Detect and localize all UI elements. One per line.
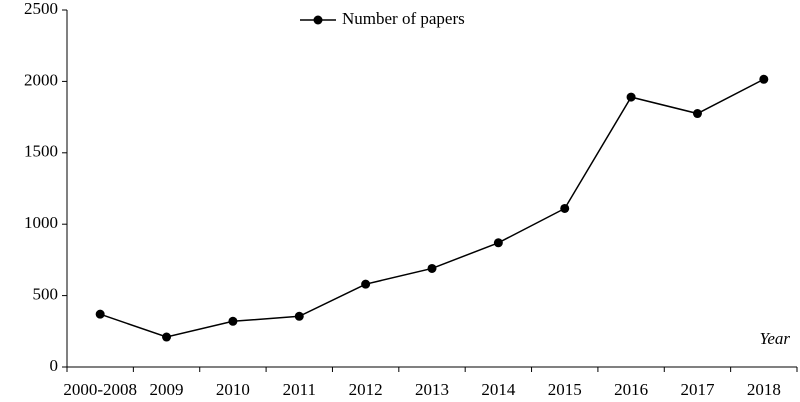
y-tick-label: 1000 xyxy=(24,213,58,232)
x-tick-label: 2010 xyxy=(216,380,250,399)
x-tick-label: 2011 xyxy=(283,380,316,399)
point xyxy=(759,74,769,84)
x-tick-label: 2017 xyxy=(680,380,715,399)
line xyxy=(99,78,765,338)
x-tick-label: 2009 xyxy=(150,380,184,399)
y-tick-label: 2500 xyxy=(24,0,58,18)
x-tick-label: 2014 xyxy=(481,380,516,399)
x-tick-label: 2016 xyxy=(614,380,648,399)
point xyxy=(294,311,304,321)
x-tick-label: 2018 xyxy=(747,380,781,399)
y-tick-label: 500 xyxy=(33,285,59,304)
x-tick-label: 2000-2008 xyxy=(63,380,137,399)
y-tick-label: 0 xyxy=(50,356,59,375)
point xyxy=(162,332,172,342)
y-tick-label: 1500 xyxy=(24,142,58,161)
x-tick-label: 2015 xyxy=(548,380,582,399)
x-tick-label: 2013 xyxy=(415,380,449,399)
y-tick-label: 2000 xyxy=(24,70,58,89)
point xyxy=(493,238,503,248)
legend-label: Number of papers xyxy=(342,9,465,28)
point xyxy=(560,203,570,213)
x-tick-label: 2012 xyxy=(349,380,383,399)
point xyxy=(626,92,636,102)
point xyxy=(95,309,105,319)
x-axis-label: Year xyxy=(759,329,790,348)
point xyxy=(361,279,371,289)
point xyxy=(427,263,437,273)
legend-marker xyxy=(313,15,323,25)
point xyxy=(228,316,238,326)
point xyxy=(692,109,702,119)
